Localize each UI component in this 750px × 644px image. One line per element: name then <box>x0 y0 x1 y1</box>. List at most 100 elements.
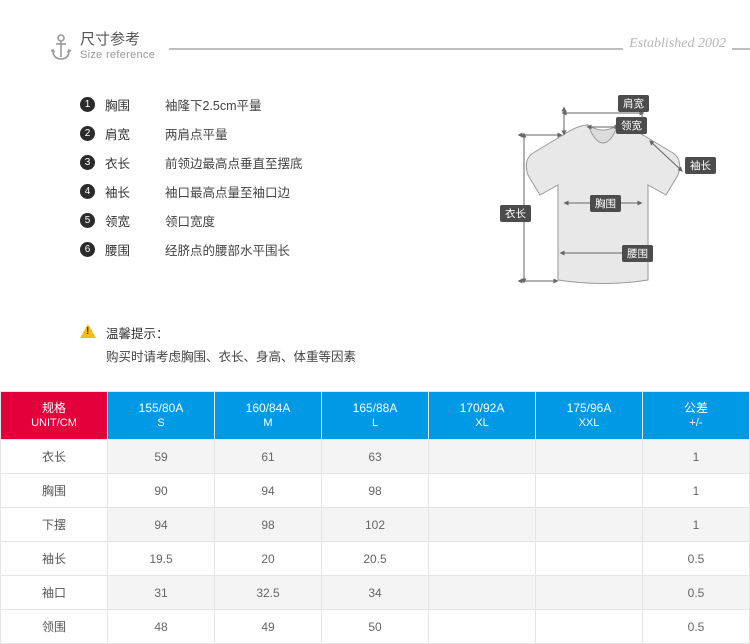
cell <box>429 576 536 610</box>
row-label: 袖长 <box>1 542 108 576</box>
established-text: Established 2002 <box>623 36 732 52</box>
definition-row: 1 胸围袖隆下2.5cm平量 <box>80 95 478 114</box>
definition-term: 袖长 <box>105 182 165 201</box>
cell-tolerance: 0.5 <box>643 576 750 610</box>
definition-number: 1 <box>80 97 95 112</box>
diagram-label-shoulder: 肩宽 <box>618 95 649 112</box>
cell: 20.5 <box>322 542 429 576</box>
cell <box>429 474 536 508</box>
row-label: 领围 <box>1 610 108 644</box>
cell-tolerance: 0.5 <box>643 610 750 644</box>
col-size: 170/92AXL <box>429 392 536 440</box>
row-label: 衣长 <box>1 440 108 474</box>
table-row: 袖口3132.534 0.5 <box>1 576 750 610</box>
cell-tolerance: 1 <box>643 474 750 508</box>
cell: 48 <box>108 610 215 644</box>
size-table: 规格UNIT/CM155/80AS160/84AM165/88AL170/92A… <box>0 391 750 644</box>
definition-desc: 前领边最高点垂直至摆底 <box>165 153 303 172</box>
definition-desc: 经脐点的腰部水平围长 <box>165 240 290 259</box>
title-cn: 尺寸参考 <box>80 28 155 49</box>
definition-term: 肩宽 <box>105 124 165 143</box>
diagram-label-chest: 胸围 <box>590 195 621 212</box>
tip-text: 购买时请考虑胸围、衣长、身高、体重等因素 <box>106 346 356 365</box>
reference-section: 1胸围袖隆下2.5cm平量2肩宽两肩点平量3衣长前领边最高点垂直至摆底4袖长袖口… <box>0 71 750 305</box>
col-tolerance: 公差+/- <box>643 392 750 440</box>
cell-tolerance: 0.5 <box>643 542 750 576</box>
cell: 31 <box>108 576 215 610</box>
definition-number: 2 <box>80 126 95 141</box>
cell <box>429 508 536 542</box>
title-en: Size reference <box>80 49 155 61</box>
table-row: 领围484950 0.5 <box>1 610 750 644</box>
size-table-head: 规格UNIT/CM155/80AS160/84AM165/88AL170/92A… <box>1 392 750 440</box>
cell: 102 <box>322 508 429 542</box>
definition-number: 6 <box>80 242 95 257</box>
definition-row: 6 腰围经脐点的腰部水平围长 <box>80 240 478 259</box>
definition-row: 2 肩宽两肩点平量 <box>80 124 478 143</box>
diagram-label-sleeve: 袖长 <box>685 157 716 174</box>
col-size: 175/96AXXL <box>536 392 643 440</box>
cell: 94 <box>215 474 322 508</box>
header-title-group: 尺寸参考 Size reference <box>0 28 169 61</box>
cell <box>429 440 536 474</box>
page-header: 尺寸参考 Size reference Established 2002 <box>0 0 750 71</box>
definition-term: 胸围 <box>105 95 165 114</box>
diagram-label-collar: 领宽 <box>616 117 647 134</box>
tip-title: 温馨提示： <box>106 323 356 342</box>
definition-number: 5 <box>80 213 95 228</box>
cell <box>536 474 643 508</box>
shirt-diagram: 肩宽 领宽 袖长 胸围 衣长 腰围 <box>478 95 728 305</box>
row-label: 胸围 <box>1 474 108 508</box>
table-row: 袖长19.52020.5 0.5 <box>1 542 750 576</box>
definition-row: 5 领宽领口宽度 <box>80 211 478 230</box>
cell <box>429 542 536 576</box>
definition-desc: 两肩点平量 <box>165 124 228 143</box>
definition-row: 4 袖长袖口最高点量至袖口边 <box>80 182 478 201</box>
cell: 34 <box>322 576 429 610</box>
cell <box>536 508 643 542</box>
cell: 32.5 <box>215 576 322 610</box>
cell: 49 <box>215 610 322 644</box>
col-size: 165/88AL <box>322 392 429 440</box>
cell: 63 <box>322 440 429 474</box>
cell: 94 <box>108 508 215 542</box>
row-label: 袖口 <box>1 576 108 610</box>
table-row: 衣长596163 1 <box>1 440 750 474</box>
col-size: 155/80AS <box>108 392 215 440</box>
anchor-icon <box>50 33 72 61</box>
cell <box>536 542 643 576</box>
definition-number: 4 <box>80 184 95 199</box>
table-row: 下摆9498102 1 <box>1 508 750 542</box>
definitions-list: 1 胸围袖隆下2.5cm平量 2 肩宽两肩点平量 3 衣长前领边最高点垂直至摆底 4 袖长袖口… <box>80 95 478 305</box>
diagram-label-length: 衣长 <box>500 205 531 222</box>
row-label: 下摆 <box>1 508 108 542</box>
cell <box>536 440 643 474</box>
cell <box>536 610 643 644</box>
size-table-body: 衣长5961631胸围9094981下摆94981021袖长19.52020.5… <box>1 440 750 644</box>
cell: 98 <box>215 508 322 542</box>
cell: 20 <box>215 542 322 576</box>
definition-row: 3 衣长前领边最高点垂直至摆底 <box>80 153 478 172</box>
cell: 61 <box>215 440 322 474</box>
col-spec: 规格UNIT/CM <box>1 392 108 440</box>
definition-term: 领宽 <box>105 211 165 230</box>
cell-tolerance: 1 <box>643 440 750 474</box>
definition-desc: 领口宽度 <box>165 211 215 230</box>
tip-row: 温馨提示： 购买时请考虑胸围、衣长、身高、体重等因素 <box>0 305 750 365</box>
definition-term: 衣长 <box>105 153 165 172</box>
cell: 98 <box>322 474 429 508</box>
diagram-label-waist: 腰围 <box>622 245 653 262</box>
cell: 50 <box>322 610 429 644</box>
cell <box>429 610 536 644</box>
definition-desc: 袖隆下2.5cm平量 <box>165 95 262 114</box>
definition-number: 3 <box>80 155 95 170</box>
cell: 90 <box>108 474 215 508</box>
cell <box>536 576 643 610</box>
cell-tolerance: 1 <box>643 508 750 542</box>
table-row: 胸围909498 1 <box>1 474 750 508</box>
cell: 59 <box>108 440 215 474</box>
definition-desc: 袖口最高点量至袖口边 <box>165 182 290 201</box>
cell: 19.5 <box>108 542 215 576</box>
definition-term: 腰围 <box>105 240 165 259</box>
col-size: 160/84AM <box>215 392 322 440</box>
